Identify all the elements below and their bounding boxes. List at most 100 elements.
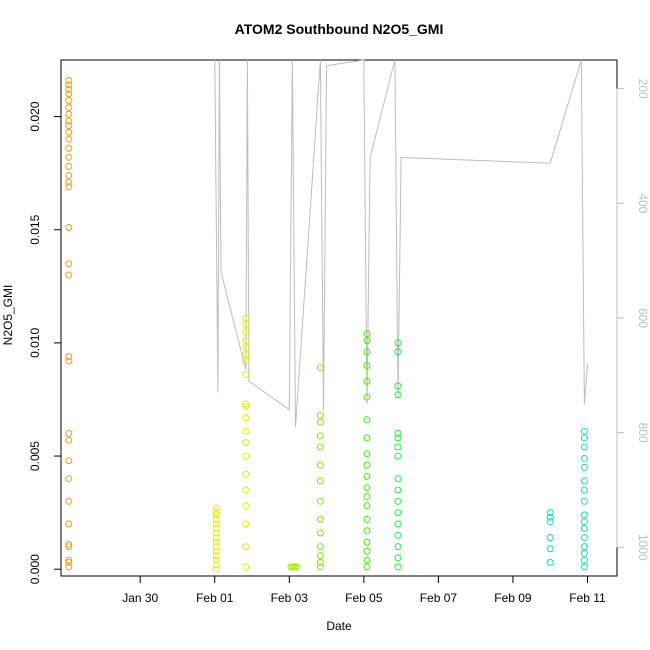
- data-point: [580, 434, 588, 442]
- data-point: [394, 339, 402, 347]
- data-point: [363, 472, 371, 480]
- data-point: [242, 321, 250, 329]
- data-point: [65, 144, 73, 152]
- data-point: [65, 85, 73, 93]
- data-point: [580, 443, 588, 451]
- data-point: [363, 337, 371, 345]
- data-point: [546, 513, 554, 521]
- data-point: [363, 348, 371, 356]
- data-point: [212, 547, 220, 555]
- data-point: [242, 486, 250, 494]
- data-point: [394, 486, 402, 494]
- data-point: [242, 350, 250, 358]
- data-point: [546, 545, 554, 553]
- data-point: [65, 135, 73, 143]
- data-point: [363, 450, 371, 458]
- data-point: [212, 520, 220, 528]
- data-point: [363, 393, 371, 401]
- data-point: [580, 511, 588, 519]
- data-point: [242, 502, 250, 510]
- data-point: [65, 475, 73, 483]
- data-point: [394, 520, 402, 528]
- right-tick-label: 200: [636, 79, 650, 99]
- data-point: [212, 515, 220, 523]
- data-point: [65, 563, 73, 571]
- data-point: [363, 547, 371, 555]
- data-point: [65, 183, 73, 191]
- x-tick-label: Feb 05: [345, 591, 383, 605]
- data-point: [363, 377, 371, 385]
- data-point: [242, 427, 250, 435]
- data-point: [394, 443, 402, 451]
- data-point: [65, 556, 73, 564]
- data-point: [65, 128, 73, 136]
- data-point: [65, 357, 73, 365]
- data-point: [394, 452, 402, 460]
- data-point: [580, 556, 588, 564]
- data-point: [242, 328, 250, 336]
- data-point: [580, 518, 588, 526]
- data-point: [65, 110, 73, 118]
- data-point: [65, 457, 73, 465]
- data-point: [242, 400, 250, 408]
- data-point: [363, 502, 371, 510]
- data-point: [363, 416, 371, 424]
- data-point: [580, 463, 588, 471]
- data-point: [363, 330, 371, 338]
- data-point: [580, 486, 588, 494]
- data-point: [65, 162, 73, 170]
- data-point: [242, 520, 250, 528]
- data-point: [242, 337, 250, 345]
- plot-frame: [60, 59, 618, 577]
- y-tick-label: 0.010: [28, 328, 42, 358]
- data-point: [65, 543, 73, 551]
- data-point: [316, 418, 324, 426]
- data-point: [316, 497, 324, 505]
- data-point: [363, 556, 371, 564]
- data-point: [212, 543, 220, 551]
- data-point: [394, 382, 402, 390]
- data-point: [65, 178, 73, 186]
- pressure-trace-line: [214, 59, 588, 427]
- x-tick-label: Feb 01: [196, 591, 234, 605]
- y-axis-label: N2O5_GMI: [1, 285, 15, 346]
- data-point: [242, 452, 250, 460]
- right-tick-label: 600: [636, 308, 650, 328]
- data-point: [242, 563, 250, 571]
- data-point: [394, 543, 402, 551]
- data-point: [65, 558, 73, 566]
- data-point: [580, 497, 588, 505]
- data-point: [316, 411, 324, 419]
- data-point: [580, 543, 588, 551]
- y-tick-label: 0.005: [28, 441, 42, 471]
- data-point: [546, 558, 554, 566]
- data-point: [65, 429, 73, 437]
- data-point: [546, 509, 554, 517]
- data-point: [316, 461, 324, 469]
- data-point: [580, 549, 588, 557]
- data-point: [242, 470, 250, 478]
- data-point: [316, 543, 324, 551]
- x-tick-label: Feb 07: [420, 591, 458, 605]
- data-point: [580, 534, 588, 541]
- data-point: [242, 543, 250, 551]
- data-point: [65, 224, 73, 231]
- right-tick-label: 1000: [636, 534, 650, 561]
- data-point: [394, 429, 402, 437]
- y-tick-label: 0.015: [28, 214, 42, 244]
- data-point: [580, 525, 588, 532]
- data-point: [316, 529, 324, 537]
- data-point: [242, 343, 250, 351]
- data-point: [65, 97, 73, 105]
- data-point: [65, 122, 73, 130]
- data-point: [363, 563, 371, 571]
- data-point: [363, 493, 371, 501]
- data-point: [363, 484, 371, 492]
- data-point: [316, 432, 324, 440]
- data-point: [65, 540, 73, 548]
- data-point: [394, 497, 402, 505]
- data-point: [65, 76, 73, 84]
- data-point: [212, 556, 220, 564]
- data-point: [242, 314, 250, 322]
